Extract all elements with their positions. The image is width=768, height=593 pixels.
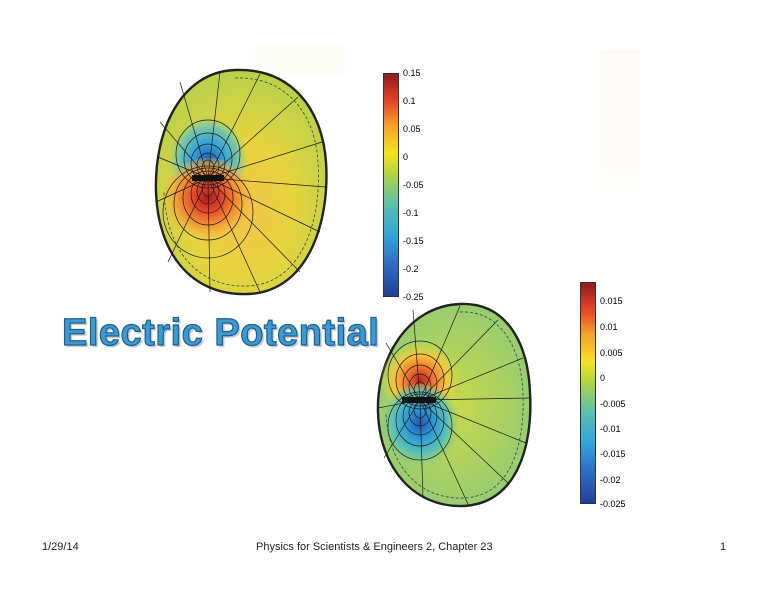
footer-page-number: 1 bbox=[720, 541, 727, 553]
footer-course: Physics for Scientists & Engineers 2, Ch… bbox=[256, 541, 493, 553]
head-potential-map-1 bbox=[154, 68, 328, 296]
colorbar-1-tick-labels: 0.15 0.1 0.05 0 -0.05 -0.1 -0.15 -0.2 -0… bbox=[403, 68, 443, 302]
colorbar-2-tick: 0.015 bbox=[600, 296, 623, 306]
colorbar-2-tick: -0.02 bbox=[600, 475, 621, 485]
colorbar-1-tick: 0.05 bbox=[403, 124, 421, 134]
colorbar-1-tick: 0.15 bbox=[403, 68, 421, 78]
colorbar-1-tick: -0.2 bbox=[403, 264, 419, 274]
colorbar-2-tick: 0.01 bbox=[600, 322, 618, 332]
background-decoration-right bbox=[600, 50, 640, 190]
contour-lines-2 bbox=[377, 305, 531, 505]
colorbar-2-tick: -0.005 bbox=[600, 399, 626, 409]
colorbar-1-tick: 0 bbox=[403, 152, 409, 162]
colorbar-2-tick: -0.025 bbox=[600, 499, 626, 509]
colorbar-1-tick: -0.05 bbox=[403, 180, 424, 190]
colorbar-1-tick: -0.15 bbox=[403, 236, 424, 246]
colorbar-1-tick: -0.25 bbox=[403, 292, 424, 302]
background-decoration-left bbox=[255, 45, 345, 75]
footer-date: 1/29/14 bbox=[42, 541, 79, 553]
colorbar-2-tick-labels: 0.015 0.01 0.005 0 -0.005 -0.01 -0.015 -… bbox=[600, 282, 645, 509]
colorbar-2-tick: 0.005 bbox=[600, 348, 623, 358]
colorbar-1-tick: -0.1 bbox=[403, 208, 419, 218]
head-potential-map-2 bbox=[376, 302, 532, 508]
colorbar-2 bbox=[580, 282, 596, 504]
contour-lines-1 bbox=[155, 71, 327, 293]
colorbar-1 bbox=[383, 73, 399, 297]
colorbar-2-tick: 0 bbox=[600, 373, 606, 383]
colorbar-2-tick: -0.01 bbox=[600, 424, 621, 434]
colorbar-1-tick: 0.1 bbox=[403, 96, 416, 106]
slide-title: Electric Potential bbox=[61, 311, 380, 354]
colorbar-2-tick: -0.015 bbox=[600, 449, 626, 459]
